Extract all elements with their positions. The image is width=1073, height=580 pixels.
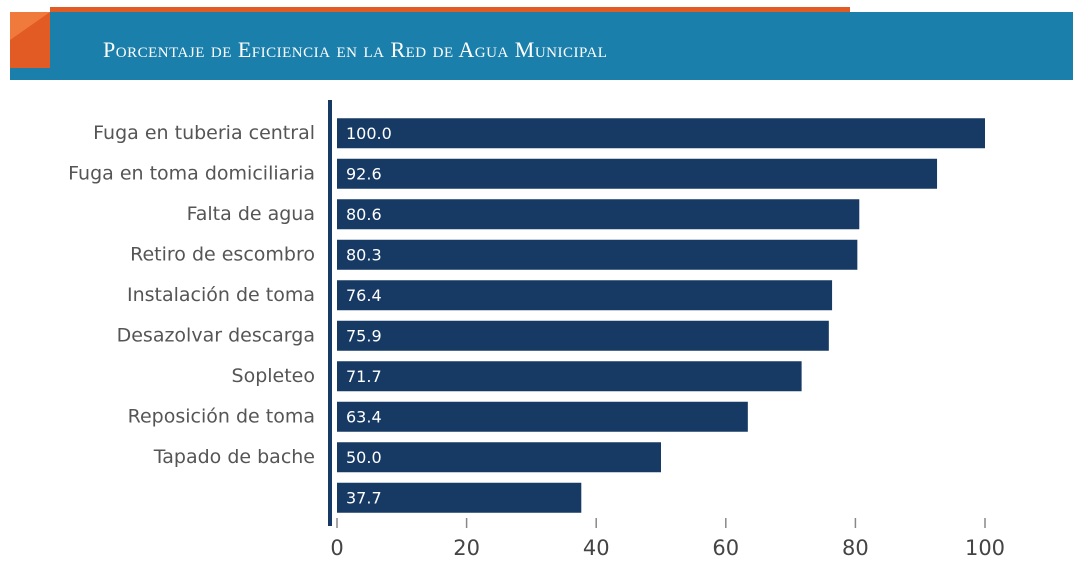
value-label: 71.7 bbox=[346, 367, 382, 386]
bar bbox=[337, 239, 858, 270]
y-tick-label: Desazolvar descarga bbox=[117, 324, 315, 346]
bar bbox=[337, 401, 748, 432]
bar bbox=[337, 361, 802, 392]
bar bbox=[337, 320, 829, 351]
value-label: 80.3 bbox=[346, 245, 382, 264]
value-label: 50.0 bbox=[346, 448, 382, 467]
value-label: 75.9 bbox=[346, 326, 382, 345]
bar bbox=[337, 482, 582, 513]
header-accent bbox=[50, 7, 850, 13]
y-tick-label: Fuga en toma domiciliaria bbox=[68, 162, 315, 184]
y-tick-label: Fuga en tuberia central bbox=[93, 122, 315, 144]
y-tick-label: Reposición de toma bbox=[128, 405, 315, 427]
bar bbox=[337, 442, 661, 473]
header-band bbox=[10, 12, 1073, 80]
chart-title: Porcentaje de Eficiencia en la Red de Ag… bbox=[103, 37, 607, 62]
x-tick-label: 100 bbox=[965, 536, 1005, 560]
value-label: 100.0 bbox=[346, 124, 392, 143]
value-label: 80.6 bbox=[346, 205, 382, 224]
y-tick-label: Instalación de toma bbox=[127, 284, 315, 306]
x-tick-label: 0 bbox=[330, 536, 343, 560]
y-tick-label: Falta de agua bbox=[187, 203, 315, 225]
value-label: 92.6 bbox=[346, 164, 382, 183]
header-tab-shade bbox=[10, 12, 50, 40]
y-tick-label: Sopleteo bbox=[232, 365, 315, 387]
x-tick-label: 80 bbox=[842, 536, 869, 560]
bar bbox=[337, 199, 860, 230]
x-tick-label: 60 bbox=[712, 536, 739, 560]
x-tick-label: 40 bbox=[583, 536, 610, 560]
bar bbox=[337, 158, 938, 189]
value-label: 37.7 bbox=[346, 488, 382, 507]
value-label: 63.4 bbox=[346, 407, 382, 426]
y-tick-label: Retiro de escombro bbox=[130, 243, 315, 265]
value-label: 76.4 bbox=[346, 286, 382, 305]
bar bbox=[337, 118, 985, 149]
x-tick-label: 20 bbox=[453, 536, 480, 560]
bar bbox=[337, 280, 833, 311]
y-tick-label: Tapado de bache bbox=[153, 446, 315, 468]
